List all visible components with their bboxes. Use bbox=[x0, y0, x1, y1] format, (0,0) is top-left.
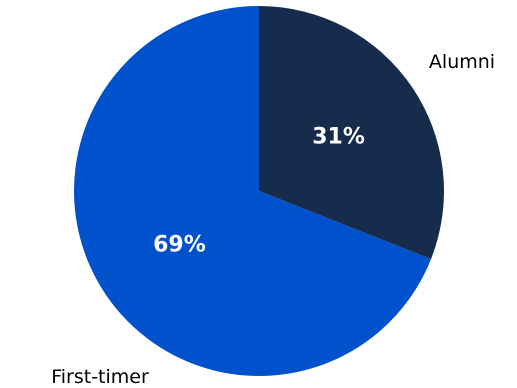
pie-category-labels: Alumni First-timer bbox=[51, 51, 495, 388]
pie-slices bbox=[73, 6, 444, 376]
pie-slice-alumni bbox=[259, 6, 444, 260]
slice-value-label: 31% bbox=[312, 124, 365, 149]
slice-category-label: First-timer bbox=[51, 366, 149, 388]
pie-slice-first-timer bbox=[73, 6, 432, 376]
slice-category-label: Alumni bbox=[429, 51, 495, 73]
pie-value-labels: 31% 69% bbox=[153, 124, 365, 257]
slice-value-label: 69% bbox=[153, 233, 206, 258]
